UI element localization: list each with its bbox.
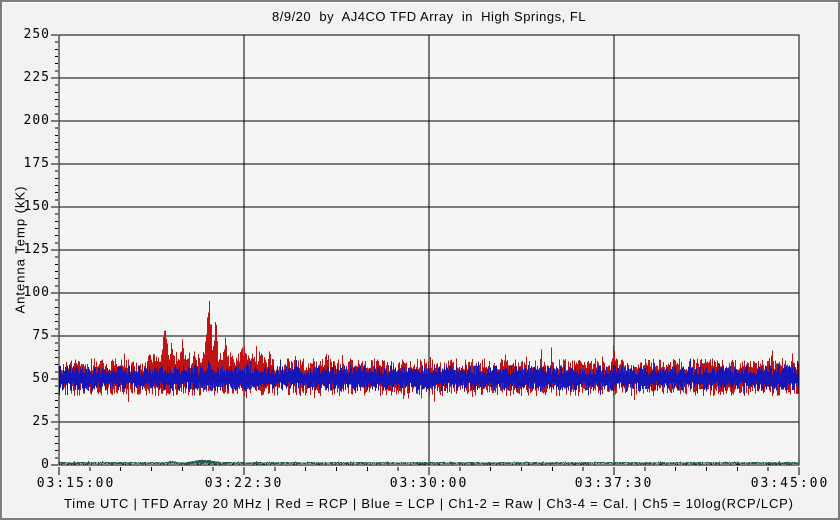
y-tick-label: 175 <box>23 156 50 171</box>
y-tick-label: 0 <box>41 457 50 472</box>
chart-title: 8/9/20 by AJ4CO TFD Array in High Spring… <box>272 9 586 24</box>
status-bar-text: Time UTC | TFD Array 20 MHz | Red = RCP … <box>64 496 794 511</box>
x-tick-label: 03:22:30 <box>204 476 284 491</box>
x-tick-label: 03:37:30 <box>574 476 654 491</box>
x-tick-label: 03:30:00 <box>389 476 469 491</box>
y-tick-label: 25 <box>32 414 50 429</box>
y-tick-label: 100 <box>23 285 50 300</box>
x-tick-label: 03:45:00 <box>750 476 830 491</box>
y-tick-label: 75 <box>32 328 50 343</box>
y-tick-label: 50 <box>32 371 50 386</box>
y-tick-label: 250 <box>23 27 50 42</box>
x-tick-label: 03:15:00 <box>36 476 116 491</box>
y-tick-label: 225 <box>23 70 50 85</box>
y-tick-label: 125 <box>23 242 50 257</box>
y-tick-label: 150 <box>23 199 50 214</box>
y-tick-label: 200 <box>23 113 50 128</box>
